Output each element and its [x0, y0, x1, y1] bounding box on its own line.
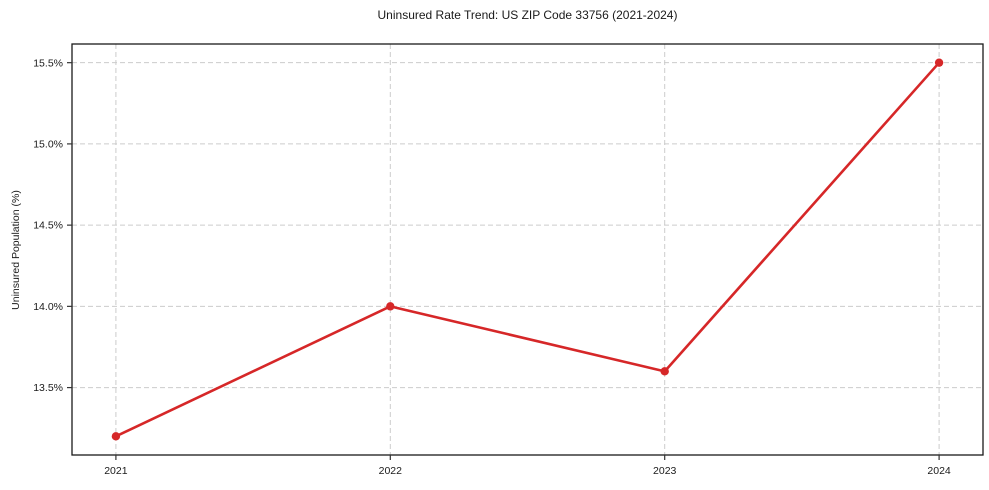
y-tick-label: 13.5% — [33, 382, 63, 394]
y-axis: 13.5% 14.0% 14.5% 15.0% 15.5% — [33, 57, 72, 394]
x-tick-label: 2022 — [379, 465, 403, 477]
data-point-marker — [386, 302, 395, 311]
chart-title: Uninsured Rate Trend: US ZIP Code 33756 … — [377, 8, 678, 22]
plot-border — [71, 43, 984, 456]
trend-line — [114, 61, 941, 438]
x-tick-label: 2021 — [104, 465, 128, 477]
gridlines — [72, 44, 983, 455]
y-tick-label: 15.0% — [33, 138, 63, 150]
y-tick-label: 15.5% — [33, 57, 63, 69]
x-tick-label: 2023 — [653, 465, 677, 477]
y-tick-label: 14.5% — [33, 220, 63, 232]
data-point-marker — [660, 367, 669, 376]
x-axis: 2021 2022 2023 2024 — [104, 455, 951, 477]
data-point-marker — [934, 58, 944, 67]
y-tick-label: 14.0% — [33, 301, 63, 313]
x-tick-label: 2024 — [927, 465, 951, 477]
data-point-marker — [111, 432, 121, 441]
